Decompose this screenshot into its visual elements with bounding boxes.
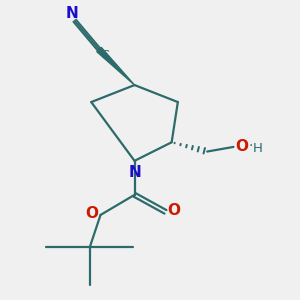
Text: N: N <box>65 6 78 21</box>
Text: O: O <box>85 206 98 221</box>
Text: C: C <box>100 49 109 62</box>
Text: ·: · <box>248 139 253 153</box>
Polygon shape <box>97 47 134 85</box>
Text: O: O <box>235 140 248 154</box>
Text: O: O <box>168 203 181 218</box>
Text: H: H <box>253 142 262 155</box>
Text: N: N <box>128 165 141 180</box>
